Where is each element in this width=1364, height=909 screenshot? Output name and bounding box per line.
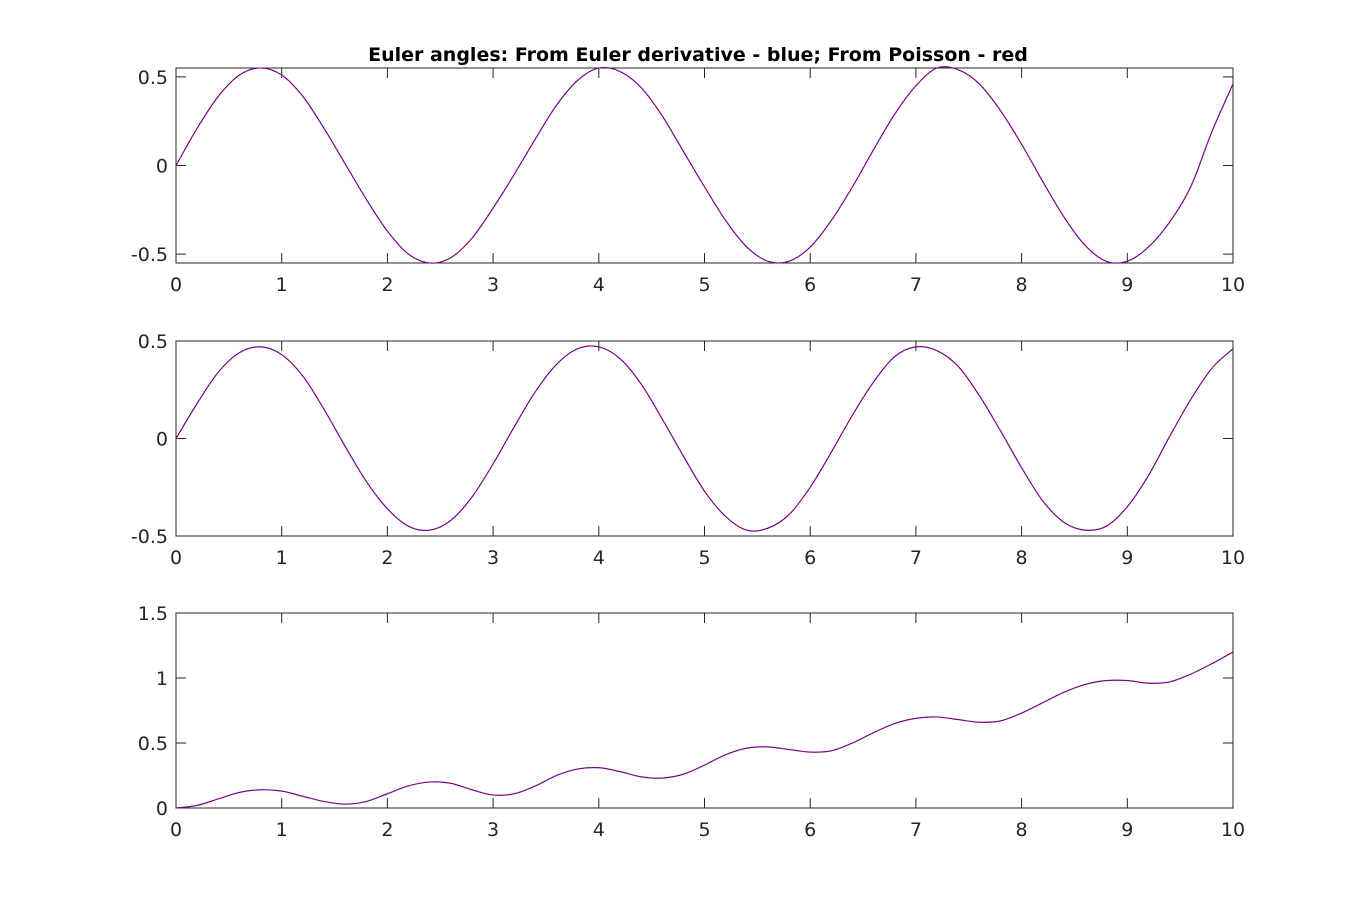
- x-tick-label: 8: [1016, 547, 1028, 569]
- axes-box: [175, 67, 1234, 264]
- subplot-3: 0 1 2 3 4 5 6 7 8 9 10 0 0.5 1 1.5: [138, 603, 1245, 841]
- y-tick-label: 0: [156, 156, 168, 178]
- axes-box: [175, 340, 1234, 537]
- x-tick-label: 5: [698, 819, 710, 841]
- x-tick-label: 6: [804, 547, 816, 569]
- y-tick-label: 0.5: [138, 331, 168, 353]
- y-tick-label: 0: [156, 429, 168, 451]
- y-tick-label: 0.5: [138, 733, 168, 755]
- x-tick-label: 9: [1121, 274, 1133, 296]
- x-tick-label: 2: [381, 819, 393, 841]
- x-tick-label: 0: [170, 819, 182, 841]
- x-tick-label: 7: [910, 819, 922, 841]
- x-tick-label: 4: [593, 547, 605, 569]
- x-tick-label: 0: [170, 547, 182, 569]
- axes-box: [175, 612, 1234, 809]
- x-tick-label: 9: [1121, 819, 1133, 841]
- x-tick-label: 7: [910, 547, 922, 569]
- x-tick-label: 10: [1221, 547, 1245, 569]
- subplots: 0 1 2 3 4 5 6 7 8 9 10-0.500.50 1 2 3 4 5 6 7 8 9 10-0.500.5…: [131, 66, 1245, 841]
- x-tick-label: 0: [170, 274, 182, 296]
- x-tick-label: 3: [487, 547, 499, 569]
- y-tick-label: 1: [156, 668, 168, 690]
- y-tick-label: 1.5: [138, 603, 168, 625]
- subplot-1: 0 1 2 3 4 5 6 7 8 9 10-0.500.5: [131, 66, 1245, 296]
- red-series-line: [175, 651, 1234, 809]
- x-tick-label: 9: [1121, 547, 1133, 569]
- x-tick-label: 10: [1221, 819, 1245, 841]
- x-tick-label: 5: [698, 547, 710, 569]
- y-tick-label: 0: [156, 798, 168, 820]
- x-tick-label: 7: [910, 274, 922, 296]
- chart-title: Euler angles: From Euler derivative - bl…: [368, 44, 1028, 66]
- blue-series-line: [175, 66, 1234, 264]
- x-tick-label: 1: [276, 819, 288, 841]
- x-tick-label: 4: [593, 819, 605, 841]
- x-tick-label: 1: [276, 547, 288, 569]
- x-tick-label: 6: [804, 274, 816, 296]
- subplot-2: 0 1 2 3 4 5 6 7 8 9 10-0.500.5: [131, 331, 1245, 569]
- y-tick-label: -0.5: [131, 526, 168, 548]
- red-series-line: [175, 345, 1234, 532]
- x-tick-label: 10: [1221, 274, 1245, 296]
- x-tick-label: 8: [1016, 274, 1028, 296]
- y-tick-label: -0.5: [131, 244, 168, 266]
- x-tick-label: 2: [381, 547, 393, 569]
- x-tick-label: 2: [381, 274, 393, 296]
- x-tick-label: 5: [698, 274, 710, 296]
- x-tick-label: 8: [1016, 819, 1028, 841]
- y-tick-label: 0.5: [138, 67, 168, 89]
- x-tick-label: 6: [804, 819, 816, 841]
- x-tick-label: 3: [487, 274, 499, 296]
- x-tick-label: 4: [593, 274, 605, 296]
- x-tick-label: 1: [276, 274, 288, 296]
- x-tick-label: 3: [487, 819, 499, 841]
